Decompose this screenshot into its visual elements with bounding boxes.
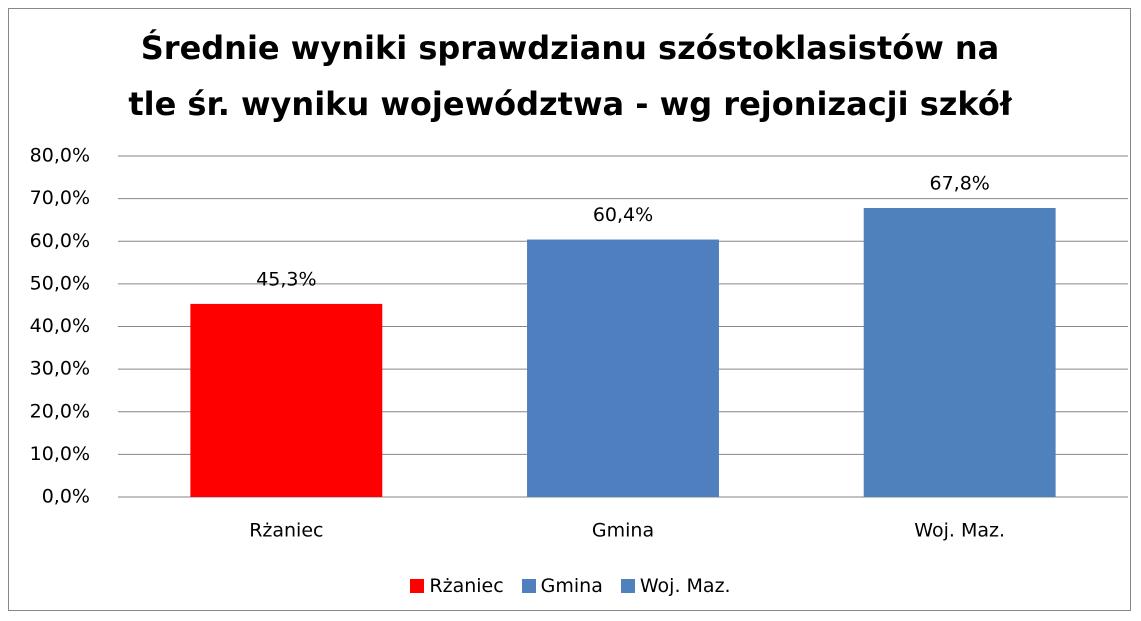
y-tick-label: 10,0%	[30, 443, 90, 465]
legend-item: Gmina	[521, 575, 603, 597]
legend-swatch	[620, 579, 635, 593]
x-tick-label: Woj. Maz.	[914, 520, 1005, 542]
legend-label: Gmina	[540, 575, 603, 597]
legend-swatch	[521, 579, 536, 593]
bar	[863, 208, 1056, 497]
x-tick-label: Gmina	[592, 520, 654, 542]
data-label: 60,4%	[593, 204, 653, 226]
y-tick-label: 0,0%	[42, 486, 90, 508]
chart-title: Średnie wyniki sprawdzianu szóstoklasist…	[128, 29, 1012, 123]
y-tick-label: 20,0%	[30, 400, 90, 422]
y-tick-label: 40,0%	[30, 315, 90, 337]
y-tick-label: 80,0%	[30, 145, 90, 167]
x-tick-label: Rżaniec	[249, 520, 323, 542]
legend-swatch	[410, 579, 425, 593]
bar	[190, 303, 383, 497]
bar	[527, 239, 719, 498]
legend: Rżaniec Gmina Woj. Maz.	[0, 575, 1141, 597]
legend-label: Rżaniec	[429, 575, 504, 597]
data-label: 67,8%	[929, 173, 989, 195]
data-label: 45,3%	[256, 268, 316, 290]
legend-label: Woj. Maz.	[639, 575, 731, 597]
y-tick-label: 30,0%	[30, 358, 90, 380]
y-tick-label: 50,0%	[30, 272, 90, 294]
legend-item: Woj. Maz.	[620, 575, 731, 597]
chart-frame	[8, 8, 1131, 611]
y-tick-label: 70,0%	[30, 187, 90, 209]
y-tick-label: 60,0%	[30, 230, 90, 252]
legend-item: Rżaniec	[410, 575, 504, 597]
